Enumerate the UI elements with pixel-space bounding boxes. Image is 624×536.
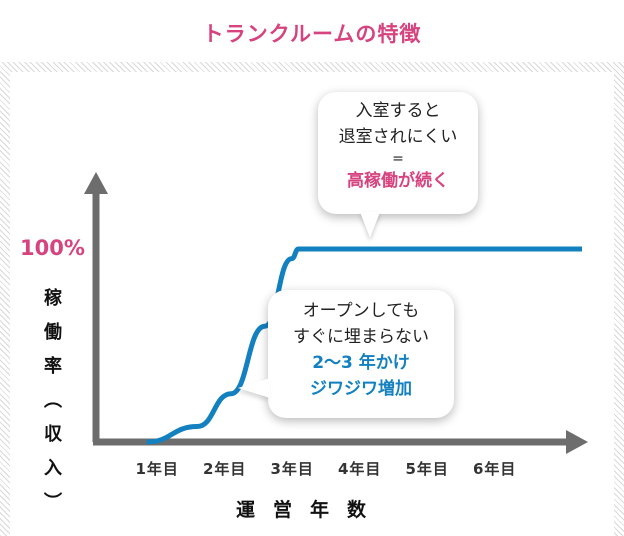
y-axis-label-char: 収 — [44, 424, 62, 445]
callout-tail — [360, 212, 380, 238]
callout-line: オープンしても — [302, 301, 420, 321]
callout-highlight: 2〜3 年かけ — [312, 353, 410, 373]
callout-line: 入室すると — [355, 101, 441, 121]
y-axis-label-char: 稼 — [44, 288, 62, 309]
series-line — [146, 246, 582, 445]
x-axis-arrow — [566, 430, 588, 454]
y-tick-100: 100% — [20, 236, 85, 260]
callout-equals: = — [392, 151, 404, 167]
callout-slow-growth: オープンしても すぐに埋まらない 2〜3 年かけ ジワジワ増加 — [268, 290, 454, 418]
y-axis-label-char: ︶ — [44, 492, 62, 513]
x-axis-label: 運営年数 — [235, 499, 384, 521]
callout-highlight: 高稼働が続く — [347, 171, 449, 191]
x-tick-label: 6年目 — [473, 460, 517, 478]
callout-highlight: ジワジワ増加 — [310, 379, 412, 399]
x-tick-label: 1年目 — [135, 460, 179, 478]
x-tick-label: 3年目 — [270, 460, 314, 478]
chart-svg — [84, 172, 588, 454]
x-tick-label: 4年目 — [338, 460, 382, 478]
axes — [84, 172, 588, 454]
y-axis-label-char: 入 — [44, 458, 62, 479]
x-tick-label: 5年目 — [405, 460, 449, 478]
y-axis-label-char: 率 — [44, 356, 62, 377]
y-axis-label: 稼働率 ︵ 収入 ︶ — [40, 282, 66, 520]
x-tick-label: 2年目 — [203, 460, 247, 478]
callout-high-occupancy: 入室すると 退室されにくい = 高稼働が続く — [318, 92, 478, 214]
callout-tail — [238, 378, 270, 398]
callout-line: 退室されにくい — [338, 127, 458, 147]
y-axis-label-char: ︵ — [44, 390, 62, 411]
y-axis-label-char: 働 — [44, 322, 62, 343]
y-axis-arrow — [84, 172, 108, 194]
chart-title: トランクルームの特徴 — [202, 22, 422, 46]
callout-line: すぐに埋まらない — [293, 327, 429, 347]
